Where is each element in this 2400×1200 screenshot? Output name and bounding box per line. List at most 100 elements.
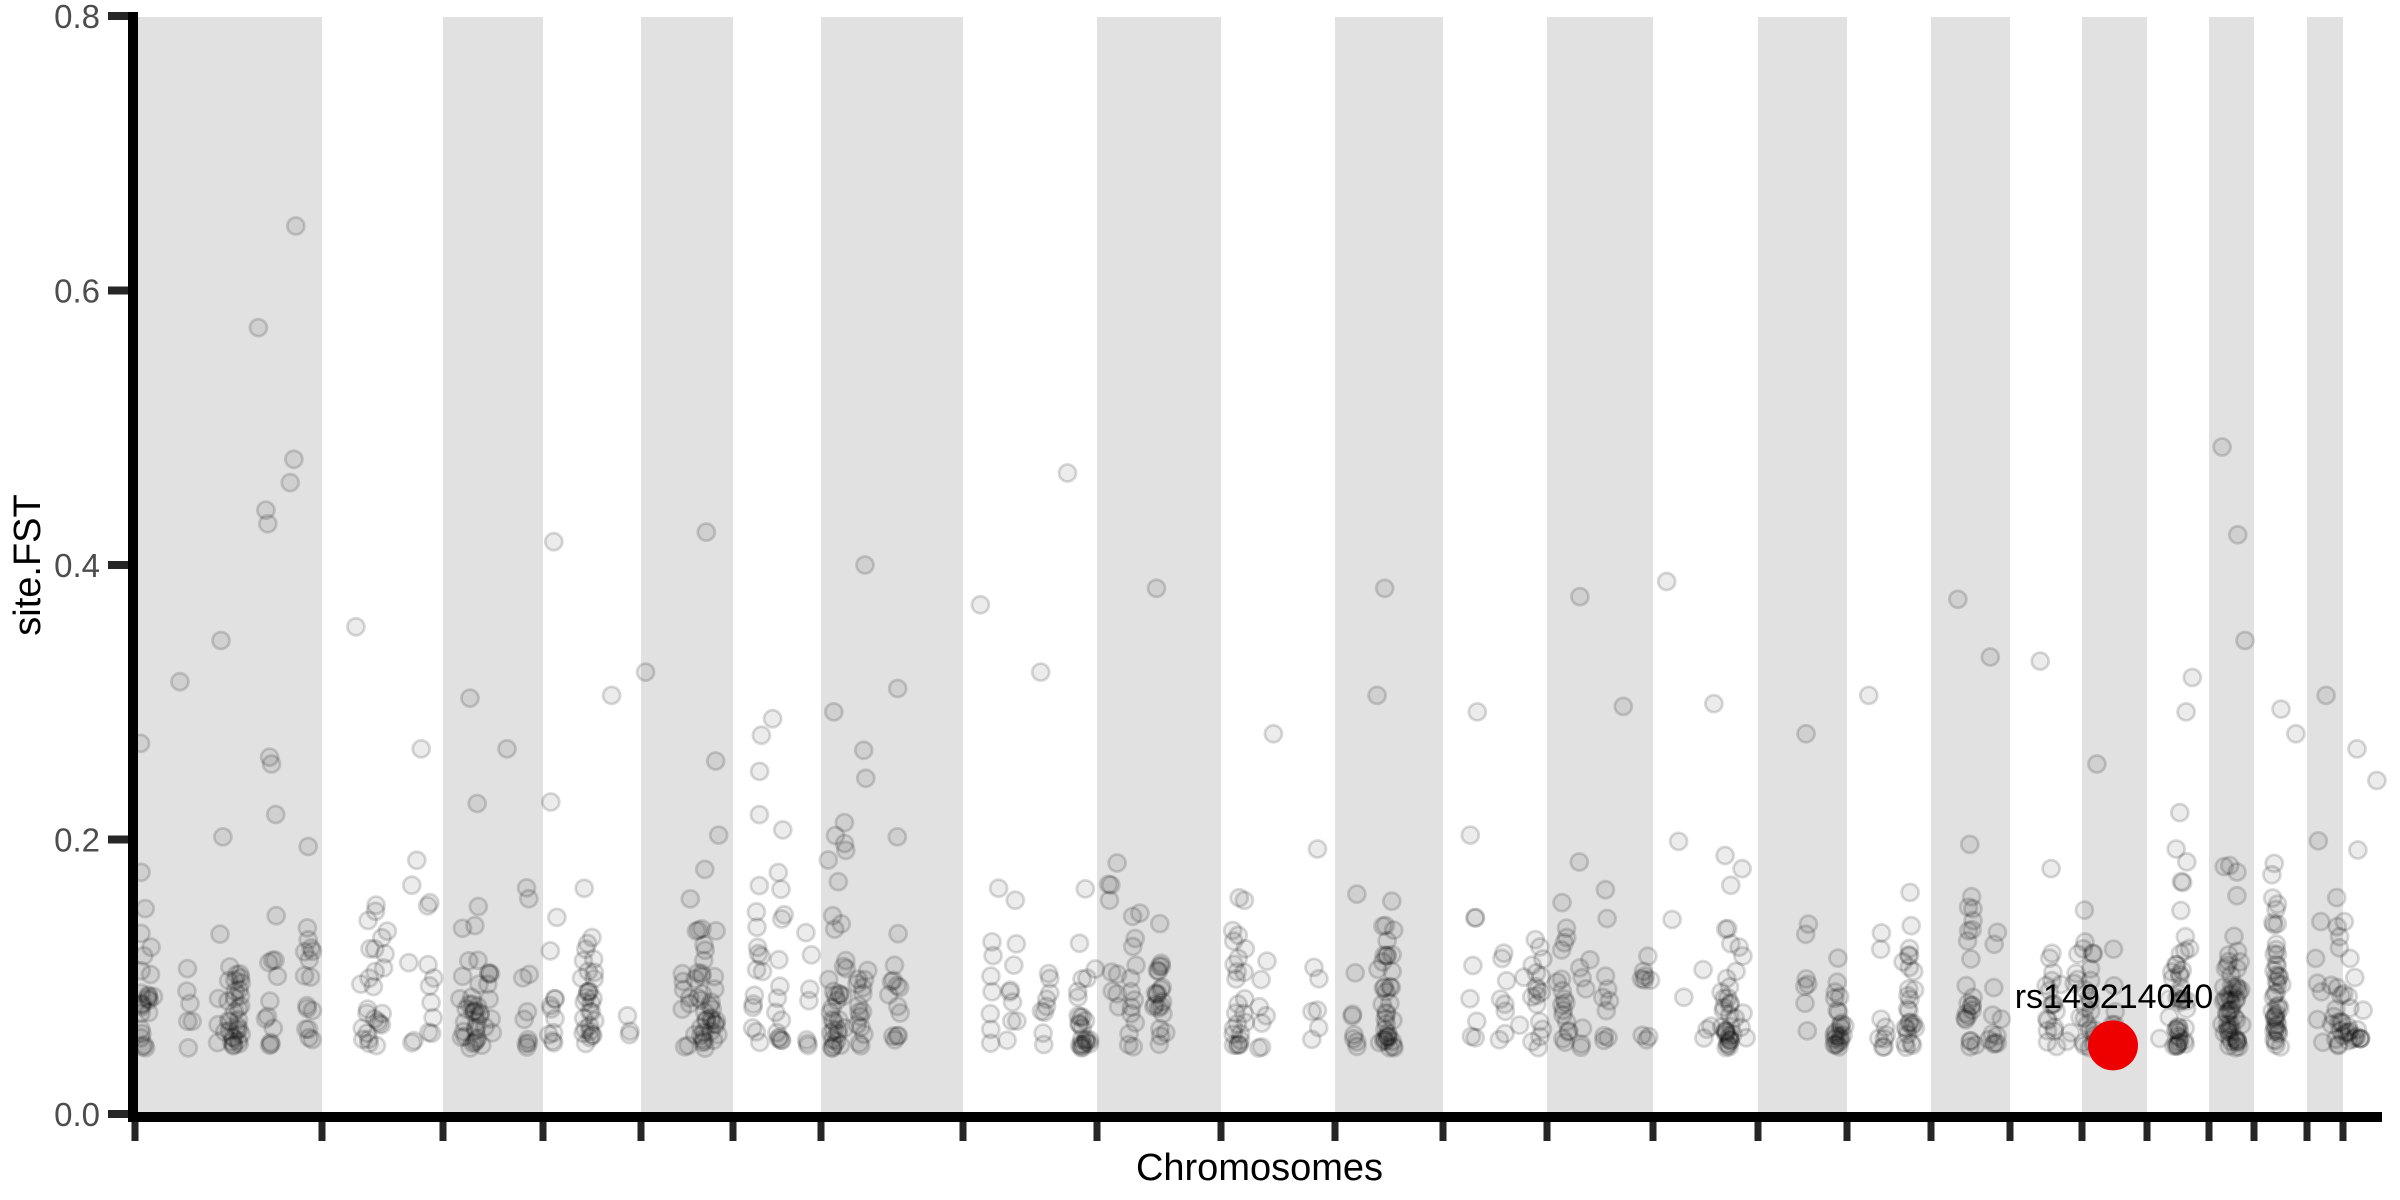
scatter-point [1149,1034,1170,1055]
scatter-point [518,1033,539,1053]
scatter-point [1230,1023,1251,1044]
scatter-point [1463,955,1483,976]
scatter-point [1006,934,1027,954]
scatter-point [2268,995,2289,1016]
scatter-point [1714,988,1735,1008]
scatter-point [796,922,816,943]
scatter-point [2331,1012,2352,1033]
scatter-point [2220,990,2241,1011]
scatter-point [1982,1024,2003,1044]
scatter-point [1234,962,1254,983]
scatter-point [2041,995,2062,1015]
scatter-point [1073,1034,1094,1055]
scatter-point [417,896,438,916]
scatter-point [359,1033,380,1054]
scatter-point [1509,1015,1530,1035]
scatter-point [2221,1019,2242,1040]
scatter-point [694,859,715,880]
scatter-point [1150,1018,1170,1039]
scatter-point [1871,923,1892,943]
scatter-point [1372,994,1393,1015]
scatter-point [540,995,561,1016]
scatter-point [695,1038,715,1058]
scatter-point [514,1009,535,1030]
scatter-point [1005,890,1026,911]
scatter-point [2327,977,2348,998]
scatter-point [1466,1011,1487,1032]
scatter-point [2070,1007,2090,1028]
scatter-point [371,1015,392,1035]
scatter-point [1720,875,1741,896]
scatter-point [818,850,839,870]
scatter-point [2227,885,2247,906]
scatter-point [2219,984,2239,1005]
scatter-point [584,1010,605,1031]
scatter-point [2037,1020,2058,1041]
scatter-point [581,1002,602,1022]
scatter-point [2044,1021,2065,1041]
scatter-point [226,1020,247,1041]
scatter-point [1145,983,1166,1004]
scatter-point [1107,964,1128,985]
scatter-point [2074,900,2095,920]
scatter-point [852,983,873,1004]
scatter-point [2182,667,2203,688]
scatter-point [545,1008,565,1029]
scatter-point [1828,1002,1849,1022]
scatter-point [824,1035,844,1056]
scatter-point [1076,1029,1097,1050]
scatter-point [2224,926,2244,947]
scatter-point [285,216,306,236]
scatter-point [1344,1024,1364,1045]
scatter-point [2231,1014,2252,1035]
scatter-point [2043,994,2064,1014]
scatter-point [296,995,317,1016]
scatter-point [419,892,440,913]
scatter-point [467,1012,488,1032]
scatter-point [2167,1035,2187,1056]
scatter-point [694,1002,715,1023]
scatter-point [1830,1031,1850,1052]
scatter-point [2039,948,2060,969]
scatter-point [2267,1015,2288,1035]
scatter-point [1230,1030,1251,1051]
scatter-point [847,974,867,994]
scatter-point [1720,1030,1741,1051]
scatter-point [2321,1014,2342,1035]
scatter-point [298,929,319,950]
scatter-point [2264,984,2285,1004]
scatter-point [1551,969,1572,990]
scatter-point [1900,1012,1920,1032]
scatter-point [2321,975,2342,996]
scatter-point [1874,1036,1894,1057]
scatter-point [2222,994,2243,1015]
scatter-point [248,317,269,338]
scatter-point [751,725,772,746]
scatter-point [1715,1021,1736,1042]
scatter-point [1533,949,1553,969]
scatter-point [1249,996,1270,1017]
scatter-point [1895,1033,1915,1053]
scatter-point [1525,929,1546,950]
scatter-point [364,939,385,959]
scatter-point [2159,989,2180,1009]
scatter-point [1982,1005,2003,1025]
scatter-point [2225,1037,2246,1058]
scatter-point [601,685,622,706]
scatter-point [762,708,783,729]
scatter-point [1640,970,1661,990]
scatter-point [835,950,856,971]
scatter-point [265,950,286,971]
scatter-point [768,1028,789,1049]
scatter-point [2225,1028,2246,1049]
scatter-point [691,1017,711,1038]
scatter-point [1034,1002,1055,1023]
scatter-point [2030,651,2051,671]
scatter-point [831,914,852,934]
scatter-point [2177,990,2198,1011]
scatter-point [1374,977,1395,997]
scatter-point [1874,1028,1895,1049]
scatter-point [2338,1030,2359,1051]
scatter-point [1531,982,1552,1003]
scatter-point [834,1018,855,1038]
